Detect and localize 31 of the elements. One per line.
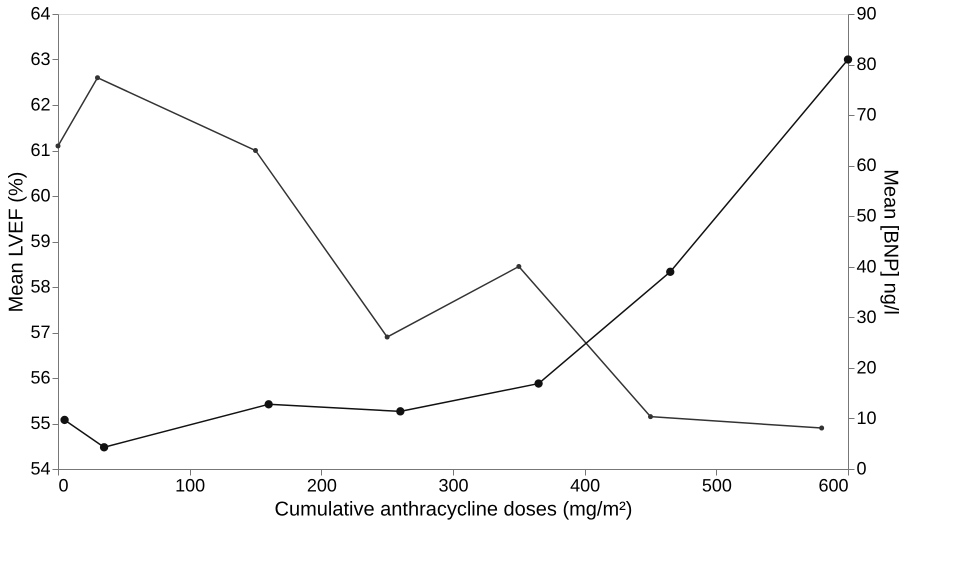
y2-tick-label: 10: [856, 408, 877, 428]
y2-tick-label: 20: [856, 357, 877, 378]
y-tick-label: 60: [30, 186, 50, 206]
y-tick-label: 57: [30, 322, 50, 342]
y2-tick-label: 0: [856, 458, 867, 478]
y-tick-label: 62: [30, 94, 50, 114]
y-tick-label: 59: [30, 231, 50, 251]
y2-tick-label: 50: [856, 206, 877, 226]
x-tick-label: 500: [702, 476, 732, 496]
y2-tick-label: 60: [856, 155, 877, 176]
y2-tick-label: 40: [856, 256, 877, 276]
x-tick-label: 600: [818, 476, 848, 496]
x-tick-label: 400: [570, 476, 600, 496]
y-tick-label: 61: [30, 140, 50, 160]
y2-tick-label: 30: [856, 306, 877, 327]
x-tick-label: 0: [58, 476, 69, 496]
y-axis-title: Mean LVEF (%): [5, 172, 28, 312]
x-tick-label: 100: [175, 476, 206, 496]
y-tick-label: 58: [30, 276, 50, 296]
y2-tick-label: 80: [856, 54, 877, 74]
y-tick-label: 54: [30, 458, 50, 478]
y2-axis-title: Mean [BNP] ng/l: [880, 169, 902, 315]
y-tick-label: 63: [30, 49, 50, 69]
y-tick-label: 55: [30, 413, 50, 433]
y-tick-label: 56: [30, 368, 50, 388]
y2-tick-label: 90: [856, 4, 877, 24]
x-axis-title: Cumulative anthracycline doses (mg/m²): [274, 498, 632, 520]
x-tick-label: 300: [438, 476, 469, 496]
y2-tick-label: 70: [856, 104, 877, 125]
x-tick-label: 200: [306, 476, 337, 496]
y-tick-label: 64: [30, 4, 50, 24]
